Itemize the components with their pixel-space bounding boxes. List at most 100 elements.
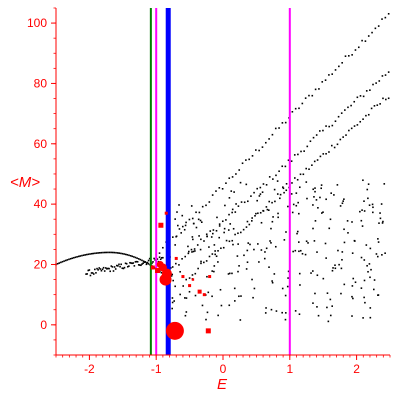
- curve-point: [242, 228, 245, 231]
- curve-point: [261, 146, 264, 148]
- scatter-point: [213, 270, 215, 273]
- scatter-point: [264, 312, 267, 314]
- scatter-point: [258, 195, 261, 197]
- curve-point: [275, 174, 277, 177]
- scatter-point: [363, 279, 366, 282]
- curve-point: [139, 264, 141, 266]
- scatter-point: [245, 268, 248, 270]
- scatter-point: [319, 196, 321, 199]
- scatter-point: [294, 249, 297, 252]
- curve-point: [143, 261, 146, 264]
- scatter-point: [219, 288, 222, 291]
- curve-point: [350, 104, 352, 107]
- scatter-point: [271, 220, 274, 223]
- curve-point: [387, 13, 390, 15]
- scatter-point: [314, 190, 316, 193]
- curve-point: [344, 55, 347, 57]
- scatter-point: [281, 287, 284, 290]
- curve-point: [184, 255, 187, 258]
- scatter-point: [296, 232, 298, 235]
- scatter-point: [287, 205, 289, 208]
- curve-point: [378, 80, 381, 82]
- scatter-point: [343, 198, 345, 200]
- scatter-point: [249, 243, 251, 246]
- curve-point: [268, 138, 270, 140]
- curve-point: [259, 211, 262, 214]
- curve-point: [85, 273, 87, 275]
- curve-point: [89, 274, 92, 277]
- scatter-point: [230, 190, 233, 192]
- curve-point: [105, 251, 108, 254]
- curve-point: [92, 273, 95, 275]
- curve-point: [294, 177, 296, 179]
- scatter-point: [351, 295, 353, 298]
- curve-point: [362, 95, 365, 98]
- scatter-point: [184, 224, 187, 227]
- scatter-point: [330, 192, 332, 194]
- scatter-point: [343, 228, 345, 231]
- scatter-point: [313, 240, 316, 242]
- curve-point: [133, 265, 136, 267]
- scatter-point: [295, 192, 298, 194]
- scatter-point: [292, 203, 295, 206]
- scatter-point: [363, 200, 365, 202]
- scatter-point: [301, 252, 304, 255]
- scatter-point: [206, 235, 208, 238]
- y-tick-label: 0: [40, 318, 47, 332]
- scatter-point: [360, 256, 363, 259]
- curve-point: [139, 258, 142, 261]
- curve-point: [259, 186, 262, 189]
- scatter-point: [372, 206, 374, 209]
- vertical-lines-layer: [149, 8, 291, 355]
- scatter-point: [229, 223, 232, 225]
- curve-point: [353, 125, 356, 127]
- curve-point: [228, 240, 231, 243]
- curve-point: [142, 260, 145, 262]
- scatter-point: [191, 236, 194, 238]
- curve-point: [172, 236, 174, 238]
- curve-point: [377, 25, 380, 27]
- curve-point: [294, 107, 297, 110]
- curve-point: [365, 114, 367, 117]
- scatter-point: [307, 242, 309, 244]
- curve-point: [162, 256, 164, 259]
- curve-point: [73, 256, 75, 259]
- curve-point: [299, 173, 302, 176]
- curve-point: [122, 267, 125, 270]
- curve-point: [128, 265, 130, 267]
- scatter-point: [174, 218, 176, 220]
- scatter-point: [201, 304, 204, 307]
- curve-point: [337, 115, 340, 118]
- scatter-point: [375, 253, 378, 255]
- scatter-point: [282, 186, 284, 188]
- curve-point: [379, 103, 381, 105]
- curve-point: [136, 261, 139, 263]
- curve-point: [325, 152, 327, 155]
- curve-point: [282, 187, 285, 190]
- scatter-point: [296, 230, 299, 233]
- y-ticks: 0 20 40 60 80 100: [27, 7, 56, 356]
- curve-point: [160, 257, 163, 259]
- scatter-point: [188, 250, 190, 253]
- curve-point: [111, 251, 114, 254]
- scatter-point: [211, 270, 213, 272]
- curve-point: [276, 193, 279, 195]
- scatter-point: [384, 252, 386, 254]
- scatter-point: [325, 198, 327, 201]
- scatter-point: [220, 304, 223, 307]
- scatter-point: [298, 272, 301, 275]
- curve-point: [110, 265, 113, 267]
- curve-point: [298, 107, 300, 110]
- highlight-point: [156, 260, 164, 268]
- y-tick-label: 60: [34, 137, 48, 151]
- curve-point: [271, 133, 274, 136]
- scatter-point: [312, 204, 314, 206]
- curve-point: [181, 225, 184, 228]
- scatter-point: [373, 279, 376, 281]
- scatter-point: [376, 255, 379, 258]
- scatter-point: [215, 255, 218, 258]
- curve-point: [367, 35, 370, 37]
- highlight-point: [174, 256, 178, 260]
- scatter-point: [210, 236, 213, 238]
- scatter-point: [312, 302, 314, 304]
